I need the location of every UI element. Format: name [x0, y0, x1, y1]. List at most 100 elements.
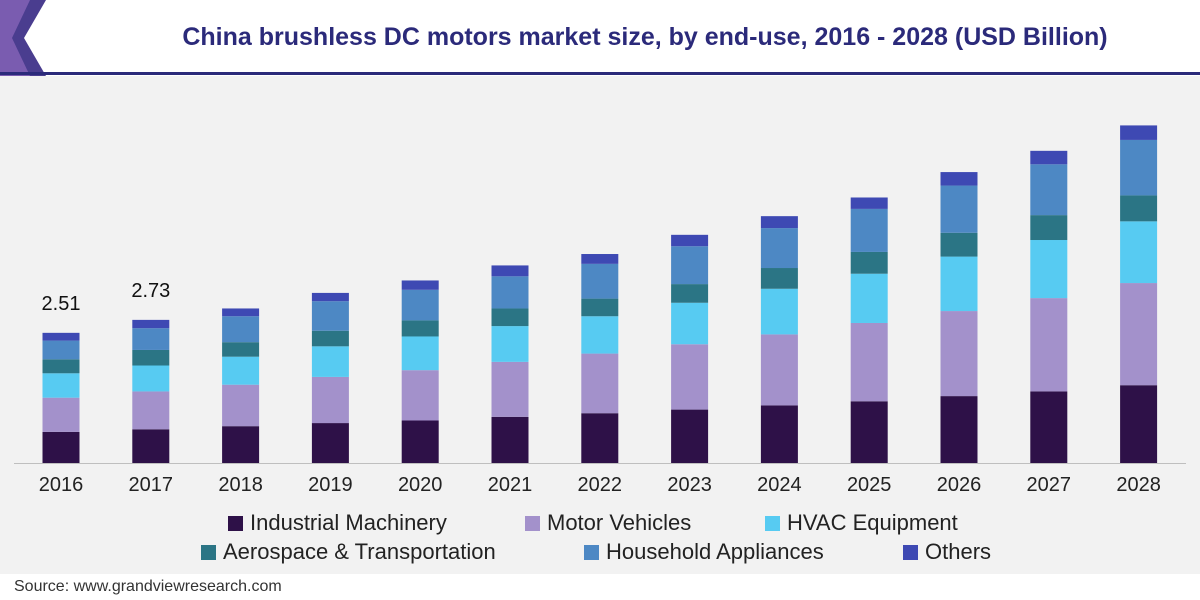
- x-tick-label: 2017: [129, 474, 174, 496]
- bar-segment: [581, 353, 619, 414]
- bar-segment: [1120, 283, 1158, 386]
- bar-segment: [1030, 298, 1068, 392]
- bar-segment: [850, 273, 888, 323]
- legend-item-household-appliances: Household Appliances: [584, 539, 824, 565]
- x-tick-label: 2016: [39, 474, 84, 496]
- bar-segment: [760, 405, 798, 463]
- bar-segment: [42, 332, 80, 341]
- bar-segment: [1120, 221, 1158, 284]
- bar-segment: [850, 208, 888, 252]
- bar-segment: [401, 420, 439, 463]
- bar-segment: [850, 322, 888, 402]
- legend-label: Others: [925, 539, 992, 564]
- bar-segment: [1030, 150, 1068, 165]
- legend-label: Aerospace & Transportation: [223, 539, 496, 564]
- bar-segment: [940, 185, 978, 233]
- x-tick-label: 2022: [578, 474, 623, 496]
- bar-segment: [581, 298, 619, 317]
- legend-label: Household Appliances: [606, 539, 824, 564]
- legend-swatch: [201, 544, 216, 560]
- bar-segment: [671, 284, 709, 303]
- bar-segment: [850, 197, 888, 209]
- header-divider: [0, 72, 1200, 75]
- bar-segment: [1120, 139, 1158, 196]
- legend-label: Motor Vehicles: [547, 510, 692, 535]
- corner-accent-graphic: [0, 0, 46, 76]
- bar-segment: [581, 413, 619, 463]
- bar-segment: [671, 409, 709, 463]
- bar-segment: [401, 289, 439, 321]
- bar-segment: [1120, 195, 1158, 222]
- bar-segment: [671, 246, 709, 285]
- x-tick-label: 2020: [398, 474, 443, 496]
- bar-segment: [491, 265, 529, 277]
- bar-segment: [491, 416, 529, 463]
- bar-segment: [311, 292, 349, 302]
- x-tick-label: 2019: [308, 474, 353, 496]
- bar-segment: [850, 401, 888, 463]
- legend-item-motor-vehicles: Motor Vehicles: [525, 510, 691, 536]
- bar-segment: [760, 268, 798, 289]
- bar-segment: [222, 316, 260, 343]
- bar-segment: [42, 431, 80, 463]
- x-tick-label: 2023: [667, 474, 712, 496]
- bar-segment: [671, 344, 709, 410]
- bar-segment: [222, 308, 260, 317]
- x-tick-label: 2027: [1027, 474, 1072, 496]
- legend-swatch: [584, 544, 599, 560]
- chart-legend: Industrial Machinery Motor Vehicles HVAC…: [0, 508, 1200, 570]
- bar-segment: [1030, 240, 1068, 299]
- data-label: 2.73: [131, 280, 170, 302]
- x-tick-label: 2024: [757, 474, 802, 496]
- bar-segment: [311, 330, 349, 347]
- bar-segment: [311, 346, 349, 377]
- legend-swatch: [903, 544, 918, 560]
- x-tick-label: 2018: [218, 474, 263, 496]
- legend-label: Industrial Machinery: [250, 510, 447, 535]
- bar-segment: [1030, 391, 1068, 463]
- bar-segment: [760, 334, 798, 406]
- source-note: Source: www.grandviewresearch.com: [14, 578, 282, 595]
- bar-segment: [222, 426, 260, 463]
- bar-segment: [760, 288, 798, 335]
- bar-segment: [940, 172, 978, 186]
- bar-segment: [940, 311, 978, 397]
- legend-label: HVAC Equipment: [787, 510, 958, 535]
- header-band: [0, 0, 1200, 76]
- bar-segment: [940, 396, 978, 463]
- bar-segment: [850, 251, 888, 274]
- legend-item-others: Others: [903, 539, 991, 565]
- bar-segment: [132, 365, 170, 392]
- bar-segment: [42, 373, 80, 398]
- bar-segment: [671, 302, 709, 345]
- legend-item-hvac-equipment: HVAC Equipment: [765, 510, 958, 536]
- bar-segment: [491, 361, 529, 417]
- x-tick-label: 2028: [1116, 474, 1161, 496]
- bar-segment: [401, 336, 439, 371]
- bar-segment: [940, 256, 978, 312]
- bar-segment: [1030, 215, 1068, 241]
- bar-segment: [1030, 164, 1068, 216]
- legend-swatch: [228, 515, 243, 531]
- bar-segment: [311, 301, 349, 331]
- x-tick-label: 2026: [937, 474, 982, 496]
- bar-segment: [132, 391, 170, 430]
- bar-segment: [132, 429, 170, 463]
- bar-segment: [760, 228, 798, 269]
- bar-segment: [671, 234, 709, 247]
- bar-segment: [42, 397, 80, 432]
- x-tick-label: 2021: [488, 474, 533, 496]
- bar-segment: [491, 308, 529, 327]
- legend-swatch: [525, 515, 540, 531]
- legend-swatch: [765, 515, 780, 531]
- bar-segment: [132, 349, 170, 366]
- bar-segment: [581, 254, 619, 264]
- bar-segment: [491, 276, 529, 309]
- bar-segment: [401, 370, 439, 421]
- chart-title: China brushless DC motors market size, b…: [182, 23, 1108, 51]
- legend-item-aerospace-transportation: Aerospace & Transportation: [201, 539, 496, 565]
- bar-segment: [760, 216, 798, 229]
- bar-segment: [1120, 125, 1158, 140]
- bar-segment: [581, 316, 619, 354]
